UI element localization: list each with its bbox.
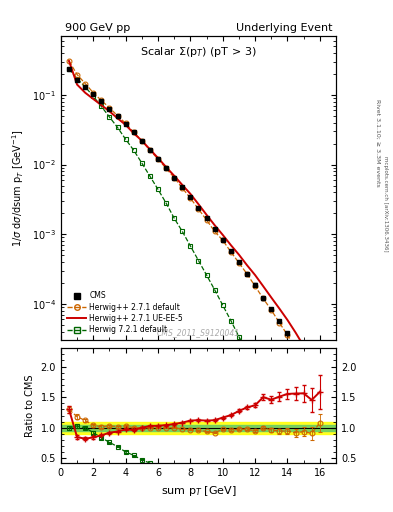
Text: 900 GeV pp: 900 GeV pp (65, 23, 130, 33)
Text: Underlying Event: Underlying Event (235, 23, 332, 33)
Legend: CMS, Herwig++ 2.7.1 default, Herwig++ 2.7.1 UE-EE-5, Herwig 7.2.1 default: CMS, Herwig++ 2.7.1 default, Herwig++ 2.… (65, 289, 185, 337)
Text: mcplots.cern.ch [arXiv:1306.3436]: mcplots.cern.ch [arXiv:1306.3436] (383, 156, 387, 251)
Text: CMS_2011_S9120041: CMS_2011_S9120041 (157, 328, 240, 337)
Text: Scalar $\Sigma$(p$_T$) (pT > 3): Scalar $\Sigma$(p$_T$) (pT > 3) (140, 45, 257, 59)
Y-axis label: 1/$\sigma$ d$\sigma$/dsum p$_T$ [GeV$^{-1}$]: 1/$\sigma$ d$\sigma$/dsum p$_T$ [GeV$^{-… (11, 129, 26, 247)
Text: Rivet 3.1.10; ≥ 3.3M events: Rivet 3.1.10; ≥ 3.3M events (376, 99, 380, 186)
Y-axis label: Ratio to CMS: Ratio to CMS (25, 374, 35, 437)
X-axis label: sum p$_T$ [GeV]: sum p$_T$ [GeV] (161, 484, 236, 498)
